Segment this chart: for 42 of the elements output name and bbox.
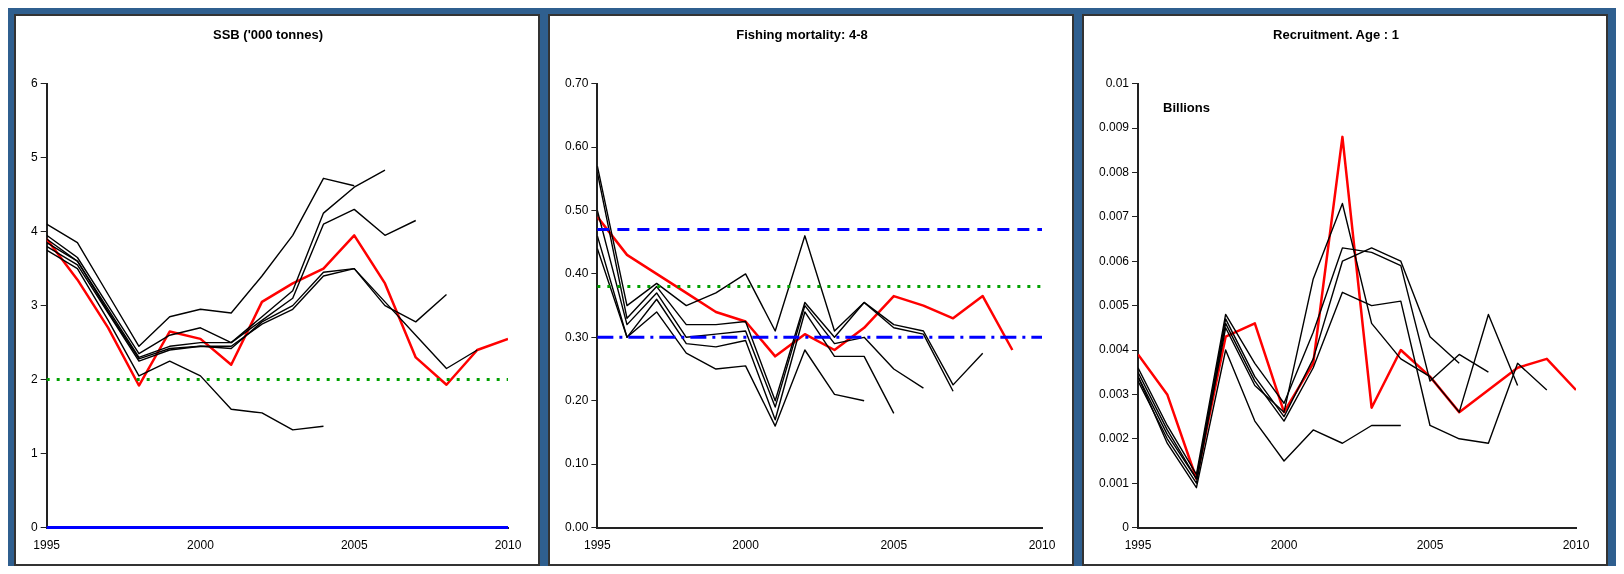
chart-title: SSB ('000 tonnes) xyxy=(212,27,324,43)
x-tick-label: 2005 xyxy=(1416,538,1444,553)
y-tick-label: 0.30 xyxy=(565,329,589,344)
x-tick-label: 1995 xyxy=(1124,538,1152,553)
y-tick-label: 0.20 xyxy=(565,393,589,408)
y-tick-label: 0.10 xyxy=(565,456,589,471)
y-tick-label: 0.007 xyxy=(1099,209,1130,224)
x-tick-label: 2010 xyxy=(494,538,522,553)
y-tick-label: 0.008 xyxy=(1099,164,1130,179)
chart-title: Recruitment. Age : 1 xyxy=(1273,27,1399,43)
y-tick-label: 0.003 xyxy=(1099,386,1130,401)
y-tick-label: 0.01 xyxy=(1105,75,1130,90)
chart-title: Fishing mortality: 4-8 xyxy=(736,27,868,43)
y-tick-label: 0 xyxy=(1122,519,1130,534)
y-tick-label: 0.001 xyxy=(1099,475,1130,490)
x-tick-label: 1995 xyxy=(33,538,61,553)
y-tick-label: 4 xyxy=(30,223,38,238)
x-tick-label: 2005 xyxy=(880,538,908,553)
x-tick-label: 2010 xyxy=(1028,538,1056,553)
y-tick-label: 0.40 xyxy=(565,266,589,281)
x-tick-label: 1995 xyxy=(584,538,612,553)
y-tick-label: 0.005 xyxy=(1099,297,1130,312)
x-tick-label: 2000 xyxy=(1270,538,1298,553)
y-tick-label: 5 xyxy=(30,149,38,164)
y-tick-label: 6 xyxy=(30,75,38,90)
x-tick-label: 2000 xyxy=(187,538,215,553)
y-tick-label: 0.009 xyxy=(1099,120,1130,135)
y-tick-label: 0.002 xyxy=(1099,431,1130,446)
x-tick-label: 2005 xyxy=(340,538,368,553)
y-tick-label: 0.00 xyxy=(565,519,589,534)
annotation: Billions xyxy=(1163,99,1210,115)
y-tick-label: 0.004 xyxy=(1099,342,1130,357)
y-tick-label: 0 xyxy=(30,519,38,534)
y-tick-label: 0.006 xyxy=(1099,253,1130,268)
y-tick-label: 0.70 xyxy=(565,75,589,90)
y-tick-label: 0.60 xyxy=(565,139,589,154)
y-tick-label: 1 xyxy=(30,445,38,460)
y-tick-label: 2 xyxy=(30,371,38,386)
y-tick-label: 0.50 xyxy=(565,202,589,217)
x-tick-label: 2000 xyxy=(732,538,760,553)
y-tick-label: 3 xyxy=(30,297,38,312)
x-tick-label: 2010 xyxy=(1562,538,1590,553)
